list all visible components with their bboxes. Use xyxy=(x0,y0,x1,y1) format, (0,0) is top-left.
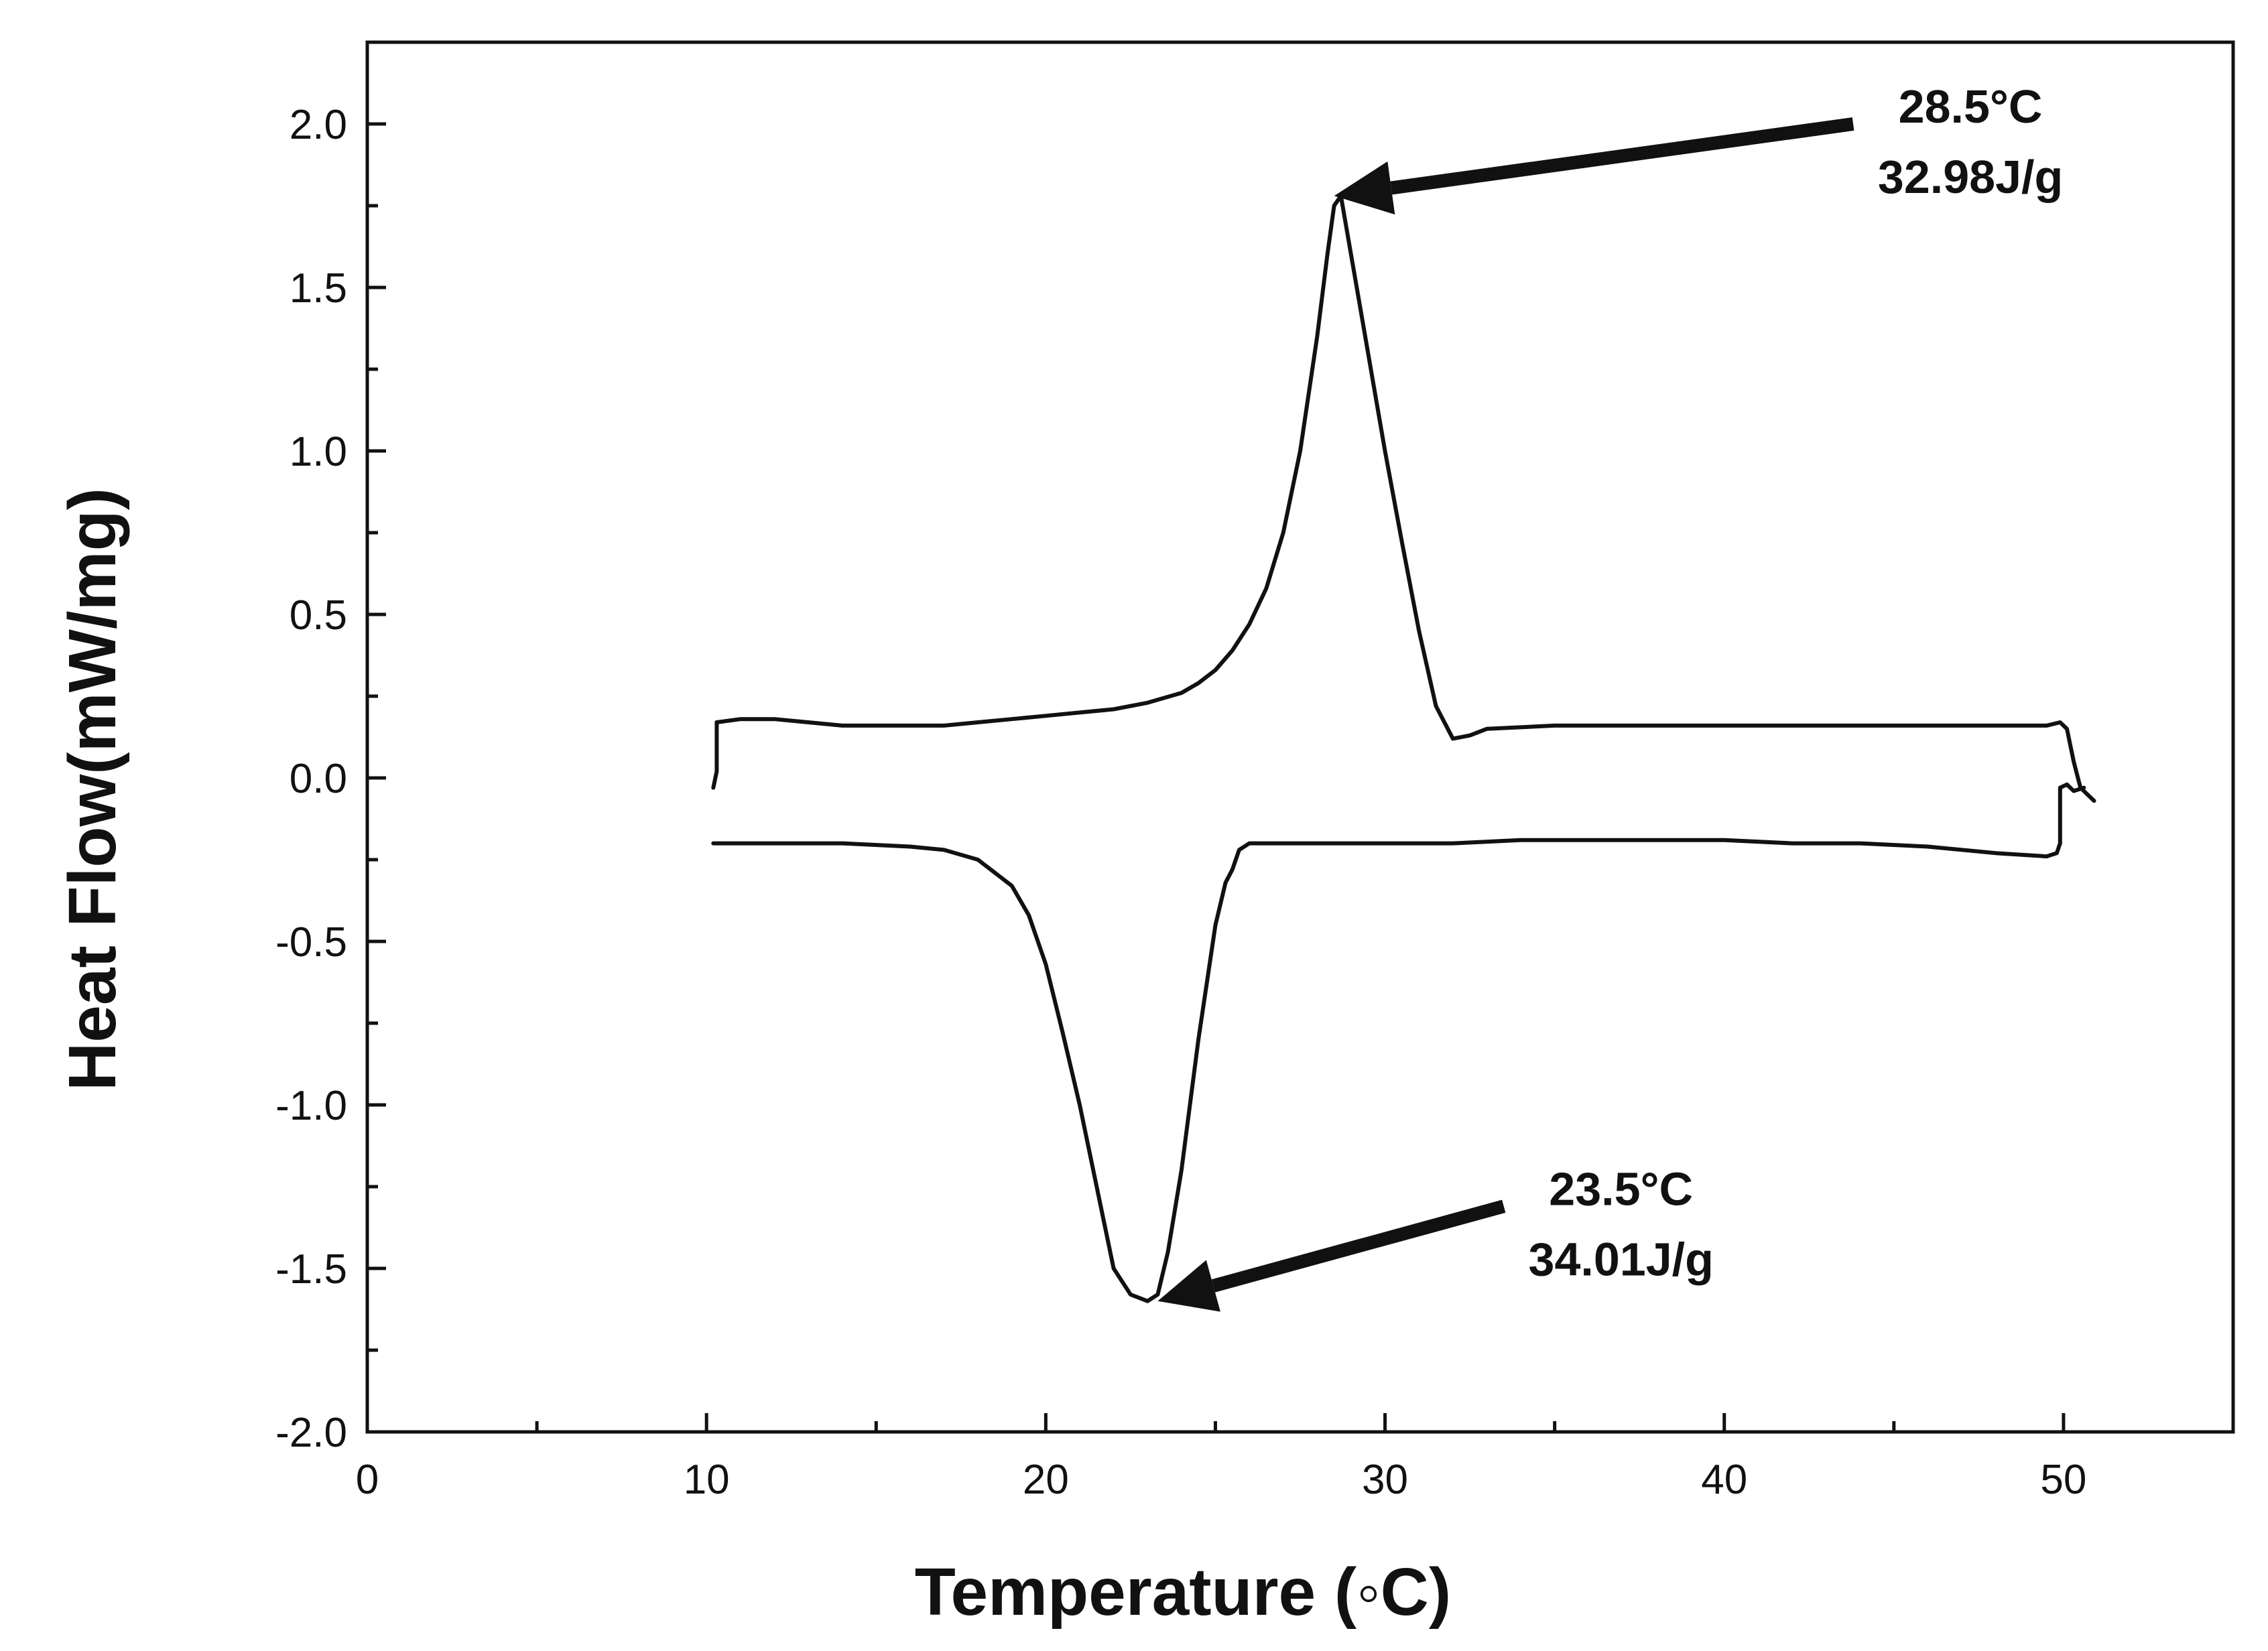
series-line-2 xyxy=(711,782,2086,1303)
annotation-arrow-shaft xyxy=(1211,1199,1506,1293)
annotation-label: 23.5°C xyxy=(1549,1163,1693,1215)
y-tick-label: 0.0 xyxy=(290,756,347,802)
y-tick-label: -1.5 xyxy=(275,1246,347,1293)
x-tick-label: 30 xyxy=(1362,1457,1408,1503)
y-tick-label: 2.0 xyxy=(290,102,347,148)
y-tick-label: -0.5 xyxy=(275,919,347,966)
y-axis-title: Heat Flow(mW/mg) xyxy=(55,488,130,1091)
y-tick-label: -2.0 xyxy=(275,1410,347,1456)
y-tick-label: 0.5 xyxy=(290,592,347,639)
annotation-label: 34.01J/g xyxy=(1529,1233,1714,1285)
plot-frame xyxy=(365,40,2235,1434)
series-line-1 xyxy=(711,194,2096,803)
annotation-arrow-head xyxy=(1157,1260,1220,1312)
x-tick-label: 40 xyxy=(1701,1457,1747,1503)
x-tick-label: 50 xyxy=(2040,1457,2086,1503)
y-tick-label: -1.0 xyxy=(275,1083,347,1129)
y-tick-label: 1.5 xyxy=(290,265,347,312)
annotation-label: 32.98J/g xyxy=(1878,151,2063,203)
x-tick-label: 0 xyxy=(356,1457,379,1503)
annotation-arrow-shaft xyxy=(1390,117,1854,195)
annotation-layer: 28.5°C 32.98J/g 23.5°C 34.01J/g xyxy=(1157,80,2063,1312)
plot-border xyxy=(365,40,2235,1434)
y-axis: -2.0 -1.5 -1.0 -0.5 0.0 0.5 1.0 1.5 2.0 xyxy=(275,40,386,1456)
x-tick-label: 10 xyxy=(684,1457,730,1503)
x-axis-title: Temperature (◦C) xyxy=(915,1555,1451,1630)
series-layer xyxy=(711,194,2096,1303)
x-tick-label: 20 xyxy=(1023,1457,1069,1503)
y-tick-label: 1.0 xyxy=(290,429,347,475)
x-axis: 0 10 20 30 40 50 xyxy=(356,1413,2086,1503)
annotation-label: 28.5°C xyxy=(1899,80,2043,133)
annotation-arrow-head xyxy=(1334,161,1395,215)
